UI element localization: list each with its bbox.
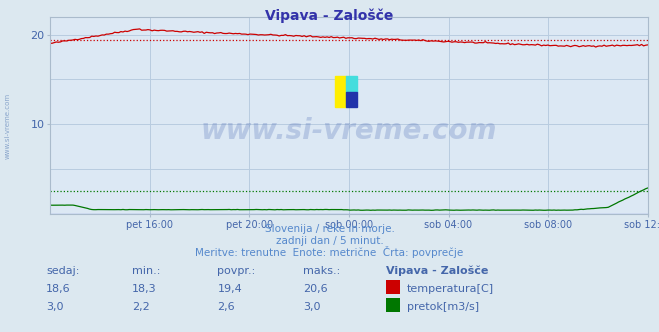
Text: 20,6: 20,6 bbox=[303, 284, 328, 294]
Text: Meritve: trenutne  Enote: metrične  Črta: povprečje: Meritve: trenutne Enote: metrične Črta: … bbox=[195, 246, 464, 258]
Text: 18,3: 18,3 bbox=[132, 284, 156, 294]
Text: min.:: min.: bbox=[132, 266, 160, 276]
Text: temperatura[C]: temperatura[C] bbox=[407, 284, 494, 294]
Text: pretok[m3/s]: pretok[m3/s] bbox=[407, 302, 478, 312]
Text: www.si-vreme.com: www.si-vreme.com bbox=[201, 117, 497, 145]
Text: sedaj:: sedaj: bbox=[46, 266, 80, 276]
Bar bbox=[346, 76, 357, 92]
Text: 19,4: 19,4 bbox=[217, 284, 243, 294]
Text: 2,2: 2,2 bbox=[132, 302, 150, 312]
Text: 2,6: 2,6 bbox=[217, 302, 235, 312]
Bar bbox=[346, 92, 357, 108]
Text: Slovenija / reke in morje.: Slovenija / reke in morje. bbox=[264, 224, 395, 234]
Text: Vipava - Zalošče: Vipava - Zalošče bbox=[266, 8, 393, 23]
Text: www.si-vreme.com: www.si-vreme.com bbox=[5, 93, 11, 159]
Text: maks.:: maks.: bbox=[303, 266, 341, 276]
Text: povpr.:: povpr.: bbox=[217, 266, 256, 276]
Bar bbox=[335, 76, 346, 108]
Text: 3,0: 3,0 bbox=[303, 302, 321, 312]
Text: 18,6: 18,6 bbox=[46, 284, 71, 294]
Text: zadnji dan / 5 minut.: zadnji dan / 5 minut. bbox=[275, 236, 384, 246]
Text: 3,0: 3,0 bbox=[46, 302, 64, 312]
Text: Vipava - Zalošče: Vipava - Zalošče bbox=[386, 265, 488, 276]
